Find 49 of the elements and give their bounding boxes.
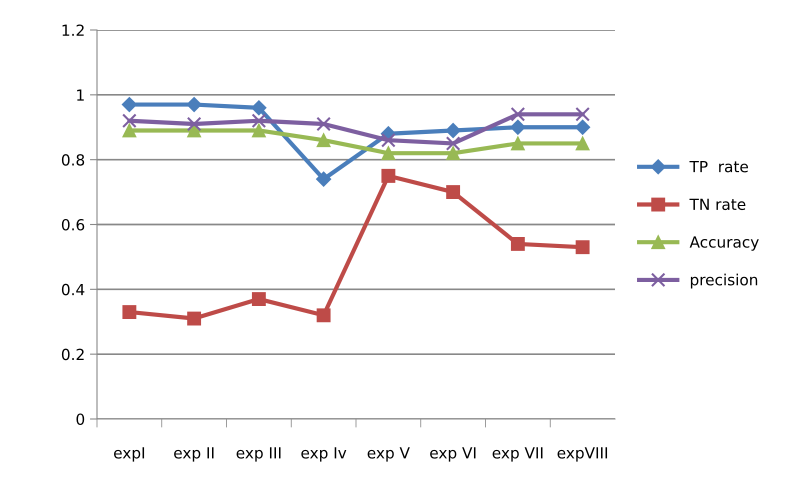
point bbox=[446, 185, 460, 200]
point bbox=[446, 136, 460, 151]
point bbox=[381, 146, 396, 160]
point bbox=[446, 146, 460, 160]
y-tick-label: 1.2 bbox=[62, 24, 84, 36]
x-tick-label: exp VI bbox=[430, 447, 476, 462]
legend-label: precision bbox=[690, 274, 758, 288]
point bbox=[187, 312, 202, 326]
point bbox=[122, 113, 137, 128]
x-tick-label: exp Iv bbox=[301, 447, 346, 462]
point bbox=[122, 96, 137, 112]
point bbox=[122, 124, 136, 138]
point bbox=[575, 106, 590, 122]
legend-label: Accuracy bbox=[690, 236, 759, 251]
point bbox=[446, 122, 461, 138]
point bbox=[252, 292, 266, 306]
y-tick-label: 0.4 bbox=[62, 284, 84, 296]
point bbox=[510, 106, 526, 122]
point bbox=[510, 237, 525, 251]
point bbox=[186, 96, 202, 112]
x-tick-label: expVIII bbox=[558, 447, 608, 462]
y-tick-label: 0.8 bbox=[62, 154, 84, 166]
point bbox=[510, 136, 525, 150]
point bbox=[381, 168, 396, 183]
point bbox=[381, 132, 396, 148]
y-tick-label: 0.6 bbox=[62, 218, 84, 231]
point bbox=[186, 116, 202, 132]
point bbox=[316, 133, 331, 148]
y-tick-label: 0.2 bbox=[62, 348, 84, 360]
point bbox=[576, 136, 590, 150]
point bbox=[576, 240, 590, 254]
point bbox=[252, 113, 266, 128]
point bbox=[316, 172, 332, 187]
x-tick-label: exp III bbox=[236, 447, 280, 462]
y-tick-label: 1 bbox=[77, 90, 84, 101]
point bbox=[252, 124, 266, 138]
point bbox=[122, 305, 136, 319]
point bbox=[316, 308, 331, 322]
point bbox=[251, 100, 266, 116]
legend-label: TP rate bbox=[689, 161, 748, 172]
point bbox=[575, 120, 590, 135]
point bbox=[510, 120, 526, 135]
x-tick-label: expI bbox=[114, 447, 144, 462]
x-tick-label: exp V bbox=[368, 447, 410, 462]
point bbox=[316, 116, 331, 132]
y-tick-label: 0 bbox=[76, 413, 84, 426]
x-tick-label: exp II bbox=[174, 447, 214, 462]
legend-label: TN rate bbox=[689, 198, 746, 210]
x-tick-label: exp VII bbox=[492, 447, 542, 462]
